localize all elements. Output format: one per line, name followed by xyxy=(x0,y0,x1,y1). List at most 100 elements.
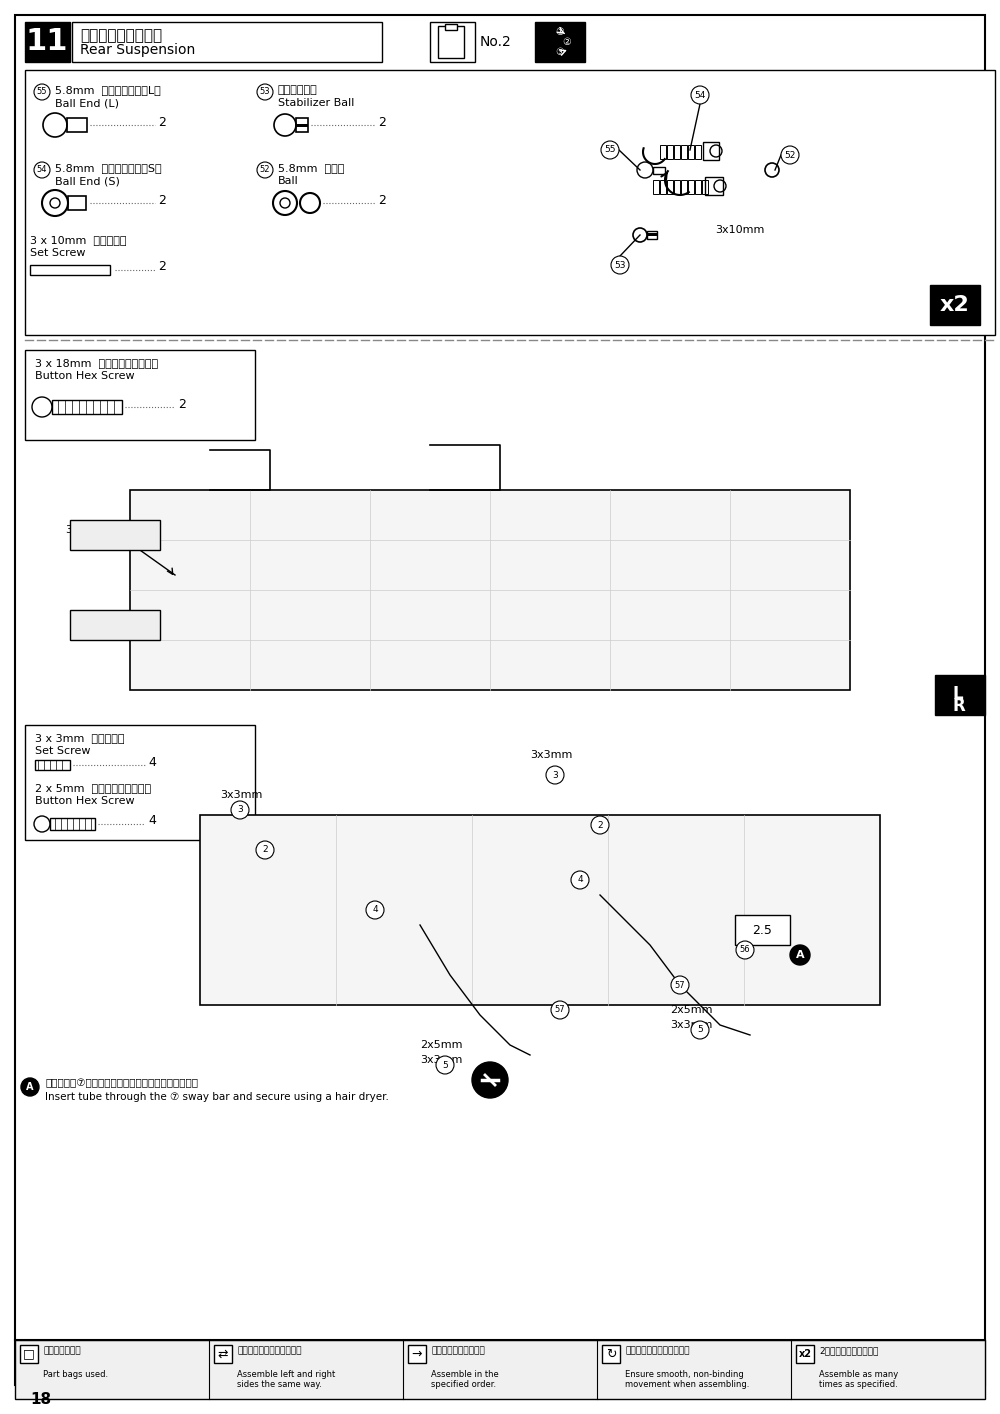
Text: 使用する袋詰。: 使用する袋詰。 xyxy=(43,1346,81,1355)
Bar xyxy=(25,71,995,335)
Text: 2 x 5mm  ボタンヘックスビス: 2 x 5mm ボタンヘックスビス xyxy=(35,783,151,793)
Bar xyxy=(703,141,719,160)
Text: Assemble in the
specified order.: Assemble in the specified order. xyxy=(431,1370,499,1390)
Bar xyxy=(50,819,95,830)
Text: 2: 2 xyxy=(597,820,603,830)
Text: 4: 4 xyxy=(148,814,156,827)
Bar xyxy=(15,1340,985,1398)
Bar xyxy=(735,915,790,945)
Circle shape xyxy=(34,163,50,178)
Text: 4: 4 xyxy=(148,755,156,768)
Text: Set Screw: Set Screw xyxy=(35,747,90,756)
Text: 4: 4 xyxy=(372,905,378,915)
Text: 11: 11 xyxy=(26,27,68,57)
Bar xyxy=(445,24,457,30)
Bar xyxy=(674,180,680,194)
Text: 3x3mm: 3x3mm xyxy=(420,1055,462,1065)
Bar xyxy=(130,491,850,690)
Text: 可動するように組立てる。: 可動するように組立てる。 xyxy=(625,1346,690,1355)
Text: 3x3mm: 3x3mm xyxy=(530,749,572,759)
Text: ①: ① xyxy=(556,27,564,37)
Text: No.2: No.2 xyxy=(480,35,512,49)
Bar xyxy=(408,1345,426,1363)
Bar xyxy=(68,197,86,211)
Text: 3 x 3mm  セットビス: 3 x 3mm セットビス xyxy=(35,732,124,742)
Text: x2: x2 xyxy=(798,1349,812,1359)
Circle shape xyxy=(257,83,273,100)
Text: R: R xyxy=(953,697,966,715)
Text: 3: 3 xyxy=(237,806,243,814)
Bar xyxy=(296,117,308,132)
Text: Ball End (L): Ball End (L) xyxy=(55,98,119,107)
Text: 5.8mm  ボールエンド（L）: 5.8mm ボールエンド（L） xyxy=(55,85,161,95)
Circle shape xyxy=(691,1021,709,1039)
Text: ⇄: ⇄ xyxy=(218,1348,228,1360)
Bar xyxy=(72,23,382,62)
Bar xyxy=(796,1345,814,1363)
Bar xyxy=(52,400,122,414)
Bar xyxy=(25,725,255,840)
Bar xyxy=(438,25,464,58)
Bar xyxy=(681,180,687,194)
Circle shape xyxy=(551,1001,569,1019)
Text: x2: x2 xyxy=(940,296,970,315)
Text: 57: 57 xyxy=(555,1005,565,1014)
Circle shape xyxy=(571,871,589,889)
Bar xyxy=(200,814,880,1005)
Circle shape xyxy=(257,163,273,178)
Circle shape xyxy=(546,766,564,783)
Text: 3x3mm: 3x3mm xyxy=(670,1019,712,1029)
Text: Ball: Ball xyxy=(278,175,299,187)
Bar xyxy=(25,351,255,440)
Bar xyxy=(430,23,475,62)
Text: Button Hex Screw: Button Hex Screw xyxy=(35,370,135,380)
Text: ↻: ↻ xyxy=(606,1348,616,1360)
Circle shape xyxy=(781,146,799,164)
Text: 3x18mm: 3x18mm xyxy=(65,525,114,534)
Circle shape xyxy=(691,86,709,105)
Text: チューブを⑦に通し、ドライヤーで温めて固定する。: チューブを⑦に通し、ドライヤーで温めて固定する。 xyxy=(45,1077,198,1087)
Text: リヤサスペンション: リヤサスペンション xyxy=(80,28,162,42)
Text: 53: 53 xyxy=(260,88,270,96)
Bar xyxy=(70,520,160,550)
Circle shape xyxy=(231,800,249,819)
Bar xyxy=(688,146,694,158)
Text: Assemble left and right
sides the same way.: Assemble left and right sides the same w… xyxy=(237,1370,335,1390)
Bar xyxy=(681,146,687,158)
Text: 5.8mm  ボールエンド（S）: 5.8mm ボールエンド（S） xyxy=(55,163,162,173)
Circle shape xyxy=(790,945,810,964)
Bar xyxy=(702,180,708,194)
Text: 54: 54 xyxy=(37,165,47,174)
Circle shape xyxy=(472,1062,508,1099)
Bar xyxy=(647,233,657,236)
Bar xyxy=(660,146,666,158)
Text: 4: 4 xyxy=(577,875,583,885)
Circle shape xyxy=(256,841,274,858)
Bar xyxy=(25,23,70,62)
Text: 5: 5 xyxy=(442,1060,448,1069)
Circle shape xyxy=(736,940,754,959)
Text: Assemble as many
times as specified.: Assemble as many times as specified. xyxy=(819,1370,898,1390)
Bar xyxy=(674,146,680,158)
Bar xyxy=(695,146,701,158)
Bar xyxy=(30,264,110,274)
Text: 56: 56 xyxy=(740,946,750,954)
Text: 2: 2 xyxy=(378,194,386,206)
Text: 54: 54 xyxy=(694,90,706,99)
Text: 5: 5 xyxy=(697,1025,703,1035)
Text: Ensure smooth, non-binding
movement when assembling.: Ensure smooth, non-binding movement when… xyxy=(625,1370,749,1390)
Text: 55: 55 xyxy=(37,88,47,96)
Circle shape xyxy=(21,1077,39,1096)
Text: 番号の順に組立てる。: 番号の順に組立てる。 xyxy=(431,1346,485,1355)
Text: スタビボール: スタビボール xyxy=(278,85,318,95)
Text: 52: 52 xyxy=(260,165,270,174)
Text: 3 x 18mm  ボタンヘックスビス: 3 x 18mm ボタンヘックスビス xyxy=(35,358,158,368)
Text: 55: 55 xyxy=(604,146,616,154)
Text: Set Screw: Set Screw xyxy=(30,247,86,257)
Bar xyxy=(653,167,665,174)
Circle shape xyxy=(591,816,609,834)
Text: Part bags used.: Part bags used. xyxy=(43,1370,108,1379)
Text: 18: 18 xyxy=(30,1393,51,1407)
Bar xyxy=(67,117,87,132)
Text: 2: 2 xyxy=(158,194,166,206)
